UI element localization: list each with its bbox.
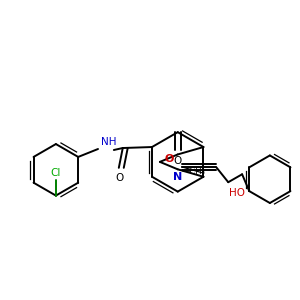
Text: N: N bbox=[173, 172, 182, 182]
Text: NH: NH bbox=[101, 137, 116, 147]
Text: —CH₃: —CH₃ bbox=[182, 167, 206, 176]
Text: Cl: Cl bbox=[51, 168, 61, 178]
Text: O: O bbox=[165, 154, 174, 164]
Text: O: O bbox=[174, 156, 182, 166]
Text: O: O bbox=[116, 173, 124, 183]
Text: HO: HO bbox=[229, 188, 245, 198]
